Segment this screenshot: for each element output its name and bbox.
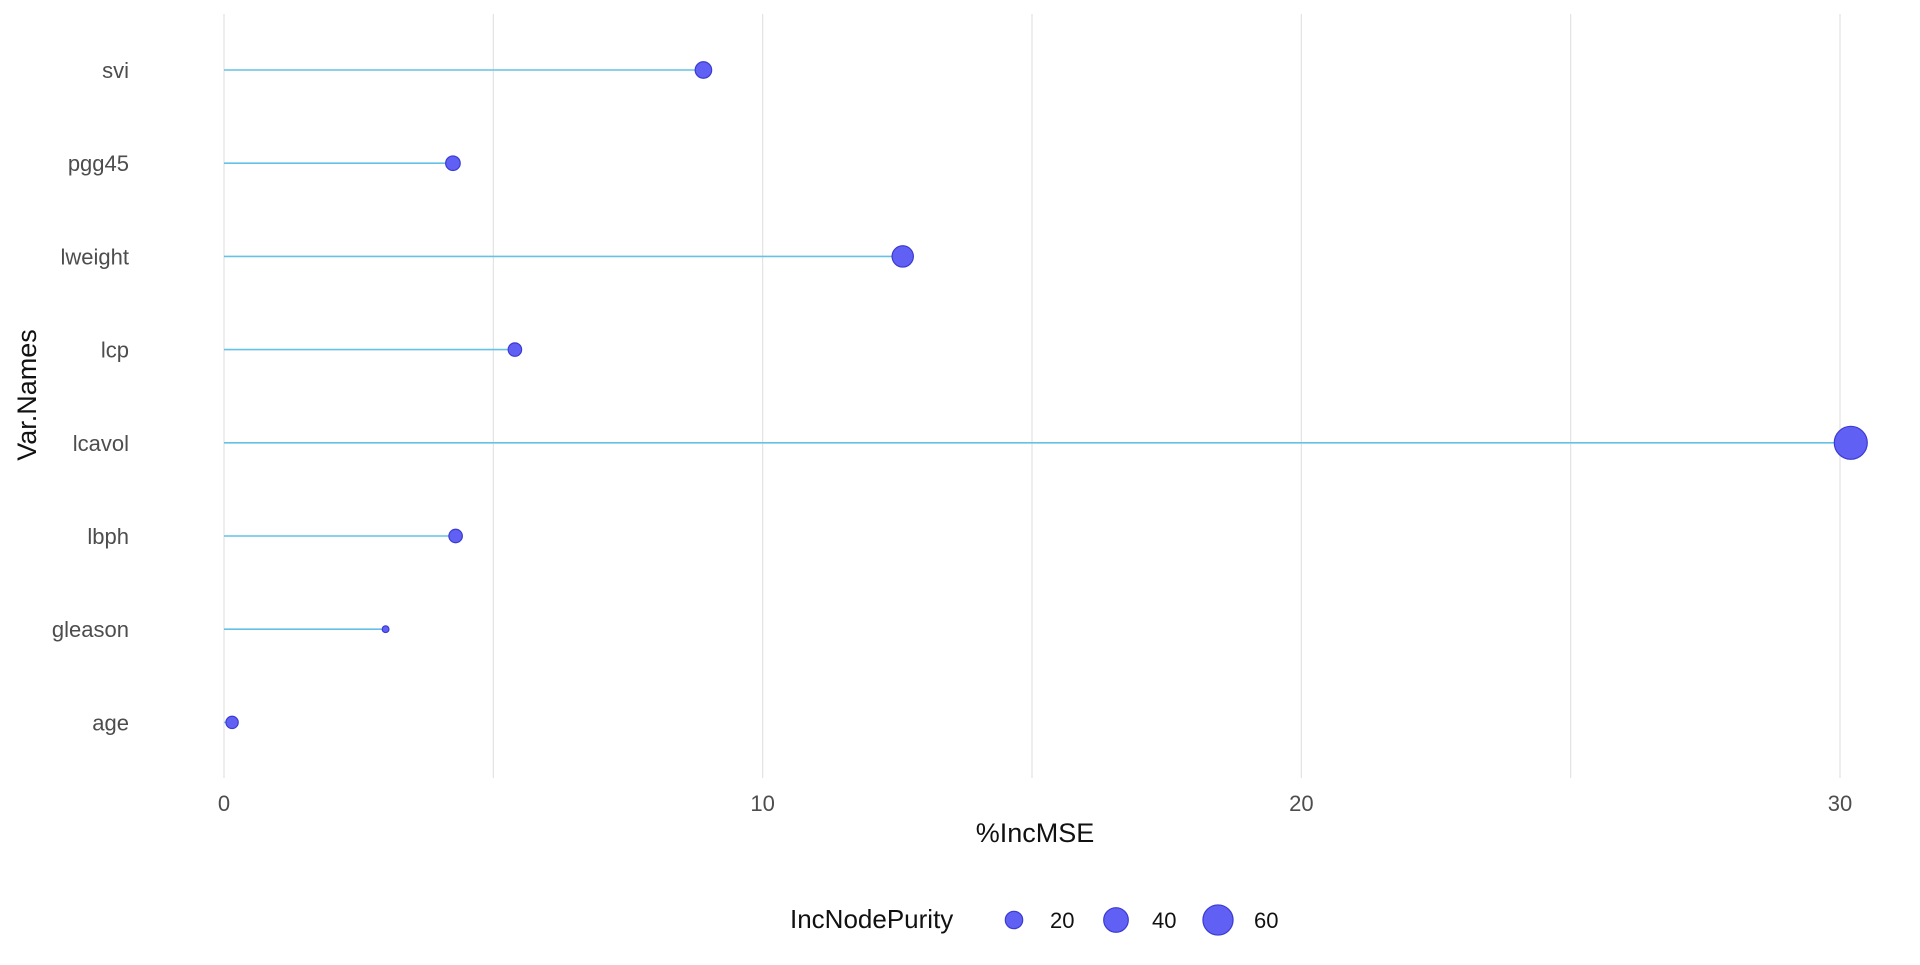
point-gleason	[381, 625, 390, 634]
point-lweight	[891, 245, 914, 268]
legend-label-60: 60	[1254, 908, 1278, 933]
legend-label-40: 40	[1152, 908, 1176, 933]
legend-items: 20 40 60	[1004, 904, 1278, 936]
point-pgg45	[445, 155, 461, 172]
y-tick-label-gleason: gleason	[52, 617, 129, 642]
stems	[224, 69, 1851, 724]
y-tick-label-pgg45: pgg45	[68, 151, 129, 176]
legend-title: IncNodePurity	[790, 904, 953, 934]
legend-key-20	[1004, 910, 1024, 930]
gridlines	[223, 14, 1841, 778]
point-lbph	[448, 528, 463, 544]
point-age	[225, 715, 239, 730]
x-tick-label: 20	[1289, 791, 1313, 816]
point-lcp	[507, 342, 523, 357]
point-lcavol	[1833, 425, 1868, 460]
legend-key-60	[1202, 904, 1234, 936]
x-tick-label: 30	[1828, 791, 1852, 816]
y-tick-label-svi: svi	[102, 58, 129, 83]
point-svi	[694, 61, 713, 79]
y-tick-label-lcp: lcp	[101, 338, 129, 363]
y-tick-labels: svi pgg45 lweight lcp lcavol lbph gleason age	[52, 58, 129, 735]
x-tick-label: 10	[750, 791, 774, 816]
legend-key-40	[1103, 907, 1129, 933]
y-tick-label-age: age	[92, 710, 129, 735]
points	[225, 61, 1868, 730]
x-tick-label: 0	[218, 791, 230, 816]
size-legend: IncNodePurity 20 40 60	[790, 904, 1278, 936]
y-tick-label-lcavol: lcavol	[73, 431, 129, 456]
y-axis-title: Var.Names	[12, 329, 42, 461]
legend-label-20: 20	[1050, 908, 1074, 933]
y-tick-label-lweight: lweight	[61, 244, 129, 269]
x-axis-title: %IncMSE	[976, 818, 1095, 848]
y-tick-label-lbph: lbph	[87, 524, 129, 549]
x-tick-labels: 0 10 20 30	[218, 791, 1852, 816]
